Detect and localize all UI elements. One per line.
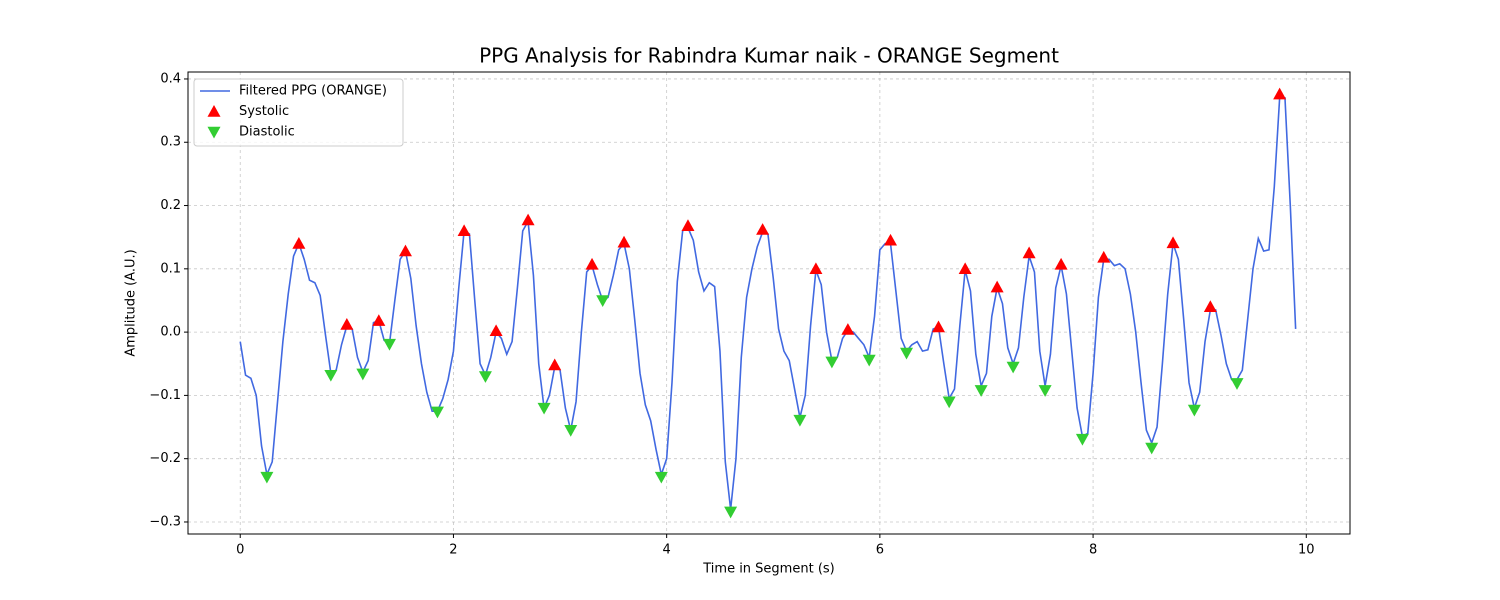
y-tick-label: 0.1	[160, 261, 181, 276]
y-tick-label: −0.3	[149, 514, 181, 529]
chart-title: PPG Analysis for Rabindra Kumar naik - O…	[479, 44, 1059, 68]
x-axis-label: Time in Segment (s)	[702, 562, 834, 577]
x-tick-label: 10	[1298, 543, 1315, 558]
systolic-marker	[457, 224, 471, 237]
systolic-marker	[1203, 300, 1217, 312]
diastolic-marker	[564, 425, 578, 437]
diastolic-marker	[724, 506, 738, 519]
systolic-marker	[521, 213, 535, 226]
diastolic-marker	[537, 402, 551, 415]
legend-swatch	[207, 126, 221, 139]
diastolic-marker	[900, 347, 914, 360]
systolic-marker	[340, 318, 354, 330]
diastolic-marker	[825, 356, 839, 369]
systolic-marker	[372, 314, 386, 326]
diastolic-marker	[1075, 433, 1089, 446]
diastolic-marker	[260, 471, 274, 484]
diastolic-marker	[862, 354, 876, 367]
systolic-marker	[1054, 257, 1068, 270]
diastolic-marker	[1006, 361, 1020, 374]
systolic-marker	[617, 235, 631, 248]
systolic-marker	[585, 257, 599, 270]
systolic-marker	[884, 233, 898, 246]
diastolic-marker	[942, 396, 956, 409]
systolic-marker	[681, 219, 695, 231]
systolic-marker	[489, 324, 503, 337]
diastolic-marker	[324, 369, 338, 382]
y-tick-label: 0.2	[160, 198, 181, 213]
systolic-marker	[841, 323, 855, 335]
systolic-marker	[1022, 246, 1036, 259]
legend-label: Systolic	[239, 104, 289, 119]
x-tick-label: 2	[449, 543, 457, 558]
systolic-marker	[1097, 250, 1111, 263]
y-tick-label: 0.0	[160, 325, 181, 340]
diastolic-marker	[1145, 442, 1159, 455]
systolic-marker	[809, 262, 823, 275]
systolic-marker	[398, 244, 412, 257]
y-tick-label: −0.2	[149, 451, 181, 466]
diastolic-marker	[654, 471, 668, 484]
systolic-marker	[292, 237, 306, 249]
systolic-marker	[958, 262, 972, 275]
diastolic-marker	[596, 295, 610, 307]
diastolic-marker	[430, 406, 444, 419]
diastolic-marker	[974, 385, 988, 397]
y-tick-label: 0.3	[160, 135, 181, 150]
x-tick-label: 0	[236, 543, 244, 558]
systolic-marker	[548, 358, 562, 371]
legend-box	[193, 78, 404, 147]
systolic-marker	[990, 280, 1004, 293]
diastolic-marker	[793, 414, 807, 427]
systolic-marker	[756, 223, 770, 235]
y-tick-label: 0.4	[160, 71, 181, 86]
legend-label: Filtered PPG (ORANGE)	[239, 84, 387, 99]
y-axis-label: Amplitude (A.U.)	[124, 249, 139, 356]
systolic-marker	[1273, 87, 1287, 100]
diastolic-marker	[382, 338, 396, 351]
diastolic-marker	[1038, 385, 1052, 397]
x-tick-label: 8	[1089, 543, 1097, 558]
plot-frame	[187, 71, 1351, 535]
x-tick-label: 4	[663, 543, 671, 558]
diastolic-marker	[356, 368, 370, 381]
diastolic-marker	[1187, 404, 1201, 417]
systolic-marker	[932, 320, 946, 333]
systolic-marker	[1166, 236, 1180, 249]
legend-label: Diastolic	[239, 125, 295, 140]
x-tick-label: 6	[876, 543, 884, 558]
legend-swatch	[207, 105, 221, 117]
diastolic-marker	[1230, 378, 1244, 390]
y-tick-label: −0.1	[149, 388, 181, 403]
diastolic-marker	[478, 371, 492, 383]
